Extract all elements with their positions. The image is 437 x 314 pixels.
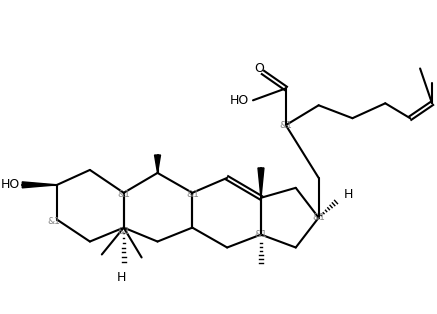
Text: &1: &1: [48, 217, 61, 226]
Polygon shape: [155, 155, 160, 173]
Text: &1: &1: [117, 227, 130, 236]
Text: H: H: [117, 271, 126, 284]
Text: H: H: [344, 188, 353, 201]
Text: &1: &1: [117, 190, 130, 199]
Text: O: O: [254, 62, 264, 75]
Text: &1: &1: [254, 230, 267, 239]
Text: &1: &1: [312, 213, 325, 222]
Text: &1: &1: [186, 190, 199, 199]
Polygon shape: [22, 182, 57, 188]
Polygon shape: [258, 168, 264, 198]
Text: HO: HO: [229, 94, 249, 107]
Text: HO: HO: [1, 178, 20, 191]
Text: &1: &1: [279, 121, 292, 130]
